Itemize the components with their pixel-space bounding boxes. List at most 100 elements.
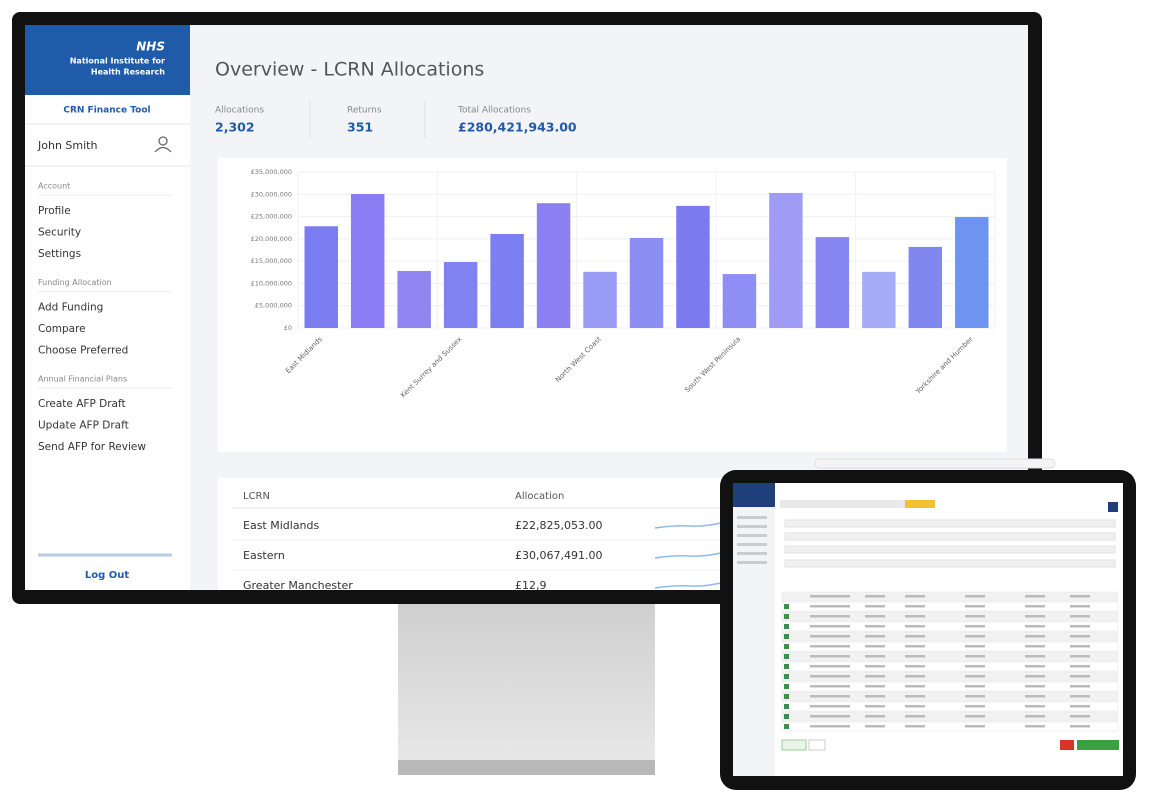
section-heading: Funding Allocation (38, 278, 112, 287)
tablet-cell (965, 685, 985, 688)
tablet-nav-line (737, 534, 767, 537)
tablet-cell (1025, 605, 1045, 608)
stat-label: Allocations (215, 106, 264, 116)
tablet-cell (965, 665, 985, 668)
logout[interactable]: Log Out (85, 570, 130, 581)
tablet-cell (1025, 715, 1045, 718)
tablet-cell (965, 715, 985, 718)
tablet-brand (733, 483, 775, 507)
tablet-cell (1070, 645, 1090, 648)
tablet-cell (865, 705, 885, 708)
tablet-cell (1025, 625, 1045, 628)
sidebar (25, 25, 190, 590)
tablet-button[interactable] (1077, 740, 1119, 750)
tablet-cell (1025, 595, 1045, 598)
nav-item[interactable]: Profile (38, 205, 71, 217)
tablet-cell (830, 705, 850, 708)
nav-item[interactable]: Compare (38, 323, 86, 335)
tablet-cell (865, 725, 885, 728)
bar (862, 271, 896, 328)
tablet-cell (810, 605, 830, 608)
tablet-cell (830, 595, 850, 598)
tablet-cell (1025, 615, 1045, 618)
tablet-cell (1070, 725, 1090, 728)
tablet-row (781, 681, 1119, 692)
tablet-cell (905, 605, 925, 608)
table-cell: East Midlands (243, 519, 320, 532)
tablet-cell (1025, 675, 1045, 678)
tablet-row (781, 711, 1119, 722)
tablet-cell (1025, 685, 1045, 688)
tablet-cell (905, 725, 925, 728)
bar (443, 262, 478, 328)
monitor-stand (398, 600, 655, 765)
tablet-cell (830, 665, 850, 668)
y-tick-label: £35,000,000 (251, 168, 292, 176)
tablet-cell (965, 725, 985, 728)
tablet-cell (830, 685, 850, 688)
tablet-button[interactable] (1060, 740, 1074, 750)
user-icon[interactable] (154, 136, 172, 153)
tablet-cell (1070, 695, 1090, 698)
tablet-cell (965, 655, 985, 658)
tablet-row-icon (784, 684, 789, 689)
tablet-cell (965, 615, 985, 618)
tablet-cell (905, 705, 925, 708)
bar (490, 233, 524, 328)
tablet-cell (810, 625, 830, 628)
tablet-row (781, 631, 1119, 642)
tablet-cell (1025, 665, 1045, 668)
tablet-cell (865, 685, 885, 688)
tablet-cell (965, 675, 985, 678)
nav-item[interactable]: Send AFP for Review (38, 441, 146, 453)
tablet-field (784, 519, 1116, 528)
nav-item[interactable]: Create AFP Draft (38, 398, 126, 410)
tablet-row-icon (784, 614, 789, 619)
section-heading: Annual Financial Plans (38, 375, 127, 384)
tablet-row-icon (784, 714, 789, 719)
nav-item[interactable]: Settings (38, 248, 81, 260)
y-tick-label: £5,000,000 (255, 302, 292, 310)
bar (350, 193, 385, 328)
brand-line: Health Research (91, 68, 165, 77)
tablet-button[interactable] (1108, 502, 1118, 512)
nav-item[interactable]: Add Funding (38, 302, 103, 314)
page-title: Overview - LCRN Allocations (215, 59, 484, 81)
tablet-nav-line (737, 516, 767, 519)
tablet-row (781, 621, 1119, 632)
tablet-cell (1070, 655, 1090, 658)
tablet-row-icon (784, 654, 789, 659)
bar (304, 226, 338, 328)
tablet-cell (1025, 695, 1045, 698)
tablet-cell (905, 715, 925, 718)
tablet-cell (810, 595, 830, 598)
bar (769, 192, 803, 328)
nav-item[interactable]: Update AFP Draft (38, 420, 129, 432)
tablet-row-icon (784, 644, 789, 649)
bar (629, 237, 664, 328)
nav-item[interactable]: Security (38, 227, 81, 239)
y-tick-label: £0 (284, 324, 292, 332)
tablet-cell (965, 695, 985, 698)
tablet-row-icon (784, 674, 789, 679)
tablet-field (784, 559, 1116, 568)
tablet-cell (905, 645, 925, 648)
tablet-row (781, 591, 1119, 602)
table-header: Allocation (515, 491, 564, 502)
tablet-cell (905, 625, 925, 628)
tablet-cell (810, 685, 830, 688)
tablet-nav-line (737, 525, 767, 528)
tablet-row-icon (784, 664, 789, 669)
tablet-cell (810, 725, 830, 728)
tablet-row (781, 691, 1119, 702)
tablet-nav-line (737, 561, 767, 564)
tablet-cell (810, 705, 830, 708)
tablet-highlight (905, 500, 935, 508)
tablet-cell (830, 625, 850, 628)
tablet-row (781, 651, 1119, 662)
tablet-field (784, 545, 1116, 554)
nav-item[interactable]: Choose Preferred (38, 345, 128, 357)
tool-name: CRN Finance Tool (63, 106, 150, 116)
